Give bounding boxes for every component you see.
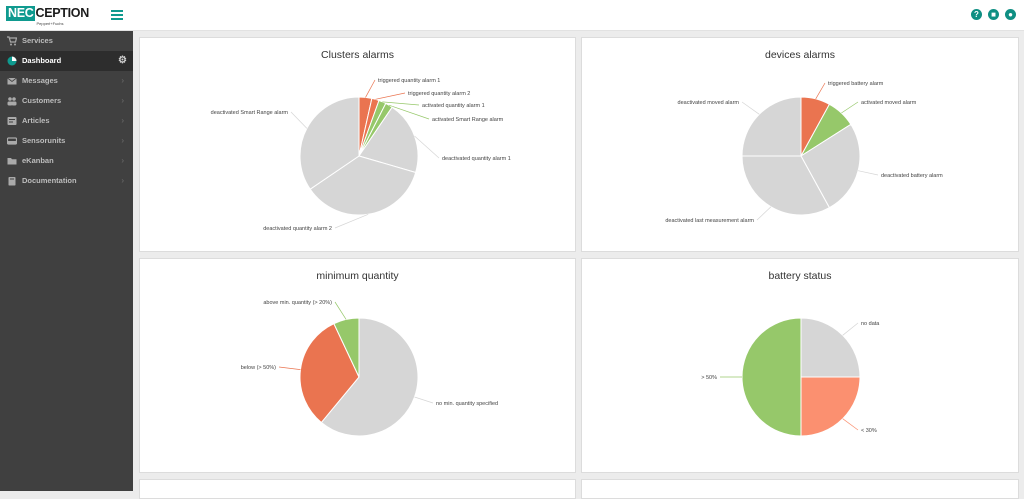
pie-slice[interactable]	[333, 317, 360, 378]
logo[interactable]: NEC CEPTION Pepperl+Fuchs	[6, 6, 89, 26]
sidebar-item-sensorunits[interactable]: Sensorunits ›	[0, 131, 133, 151]
logo-main: CEPTION	[35, 6, 90, 20]
users-icon	[7, 97, 17, 106]
pie-slice[interactable]	[741, 96, 802, 157]
label-connector	[741, 101, 760, 115]
panel-title: Clusters alarms	[321, 49, 394, 61]
label-connector	[334, 301, 347, 320]
label-connector	[815, 82, 826, 100]
sidebar-item-articles[interactable]: Articles ›	[0, 111, 133, 131]
slice-label: deactivated last measurement alarm	[665, 218, 754, 224]
devices-alarms-chart: triggered battery alarm activated moved a…	[665, 81, 943, 224]
sidebar-item-label: Dashboard	[22, 56, 62, 65]
slice-label: triggered battery alarm	[828, 81, 884, 87]
dashboard-panel	[581, 479, 1019, 499]
sidebar-item-customers[interactable]: Customers ›	[0, 91, 133, 111]
label-connector	[841, 101, 859, 114]
chevron-right-icon: ›	[121, 116, 124, 125]
minimum-quantity-chart: no min. quantity specified below (> 50%) a…	[241, 300, 498, 437]
slice-label: deactivated quantity alarm 2	[263, 226, 332, 232]
slice-label: triggered quantity alarm 2	[408, 91, 470, 97]
dashboard-icon	[7, 56, 17, 66]
panel-title: devices alarms	[764, 49, 836, 61]
label-connector	[842, 322, 859, 336]
label-connector	[382, 101, 420, 106]
slice-label: no min. quantity specified	[436, 401, 498, 407]
slice-label: above min. quantity (> 20%)	[263, 300, 332, 306]
label-connector	[334, 213, 369, 229]
folder-icon	[7, 158, 17, 165]
label-connector	[290, 111, 308, 129]
slice-label: no data	[861, 321, 880, 327]
sidebar-item-label: Messages	[22, 76, 58, 85]
pie-slice[interactable]	[309, 155, 417, 216]
chevron-right-icon: ›	[121, 176, 124, 185]
pie-slice[interactable]	[800, 317, 861, 378]
slice-label: deactivated battery alarm	[881, 173, 943, 179]
slice-label: triggered quantity alarm 1	[378, 78, 440, 84]
sidebar-item-dashboard[interactable]: Dashboard ⚙	[0, 51, 133, 71]
sidebar-item-documentation[interactable]: Documentation ›	[0, 171, 133, 191]
sidebar-item-label: eKanban	[22, 156, 54, 165]
clusters-alarms-chart: triggered quantity alarm 1 triggered quan…	[211, 78, 511, 232]
slice-label: activated quantity alarm 1	[422, 103, 485, 109]
gear-icon[interactable]: ⚙	[118, 55, 127, 66]
battery-status-panel: battery status no data < 30% > 50%	[581, 258, 1019, 473]
slice-label: deactivated moved alarm	[678, 100, 740, 106]
label-connector	[365, 79, 376, 98]
label-connector	[756, 206, 772, 221]
slice-label: activated moved alarm	[861, 100, 917, 106]
pie-slice[interactable]	[741, 317, 802, 437]
slice-label: activated Smart Range alarm	[432, 117, 504, 123]
hdd-icon	[7, 137, 17, 145]
label-connector	[375, 92, 406, 100]
tag-icon	[7, 117, 17, 125]
sidebar-item-label: Documentation	[22, 176, 77, 185]
logo-prefix: NEC	[6, 6, 35, 21]
chevron-right-icon: ›	[121, 156, 124, 165]
devices-alarms-panel: devices alarms triggered battery alarm ac…	[581, 37, 1019, 252]
slice-label: below (> 50%)	[241, 365, 276, 371]
battery-status-chart: no data < 30% > 50%	[701, 317, 880, 437]
dashboard-panel	[139, 479, 576, 499]
slice-label: < 30%	[861, 428, 877, 434]
slice-label: deactivated quantity alarm 1	[442, 156, 511, 162]
label-connector	[414, 396, 434, 404]
sidebar-item-ekanban[interactable]: eKanban ›	[0, 151, 133, 171]
pie-slice[interactable]	[299, 322, 360, 424]
label-connector	[414, 135, 440, 159]
minimum-quantity-panel: minimum quantity no min. quantity specif…	[139, 258, 576, 473]
sidebar-item-label: Articles	[22, 116, 50, 125]
panel-title: battery status	[768, 270, 832, 282]
sidebar-item-label: Services	[22, 36, 53, 45]
panel-title: minimum quantity	[316, 270, 399, 282]
logo-sub: Pepperl+Fuchs	[36, 21, 64, 26]
book-icon	[8, 177, 16, 186]
pie-slice[interactable]	[800, 376, 861, 437]
label-connector	[842, 418, 859, 431]
slice-label: deactivated Smart Range alarm	[211, 110, 289, 116]
menu-toggle-icon[interactable]	[111, 8, 123, 22]
chat-icon[interactable]: ■	[988, 9, 999, 20]
clusters-alarms-panel: Clusters alarms triggered quantity alarm…	[139, 37, 576, 252]
label-connector	[278, 366, 301, 370]
sidebar-item-messages[interactable]: Messages ›	[0, 71, 133, 91]
label-connector	[858, 170, 879, 176]
chevron-right-icon: ›	[121, 136, 124, 145]
help-icon[interactable]: ?	[971, 9, 982, 20]
top-bar: NEC CEPTION Pepperl+Fuchs ? ■ ●	[0, 0, 1024, 31]
cart-icon	[7, 36, 17, 46]
chevron-right-icon: ›	[121, 96, 124, 105]
envelope-icon	[7, 77, 17, 85]
sidebar-item-services[interactable]: Services	[0, 31, 133, 51]
chevron-right-icon: ›	[121, 76, 124, 85]
sidebar: Services Dashboard ⚙ Messages › Customer…	[0, 31, 133, 491]
label-connector	[388, 104, 430, 120]
slice-label: > 50%	[701, 375, 717, 381]
user-icon[interactable]: ●	[1005, 9, 1016, 20]
sidebar-item-label: Sensorunits	[22, 136, 66, 145]
sidebar-item-label: Customers	[22, 96, 62, 105]
